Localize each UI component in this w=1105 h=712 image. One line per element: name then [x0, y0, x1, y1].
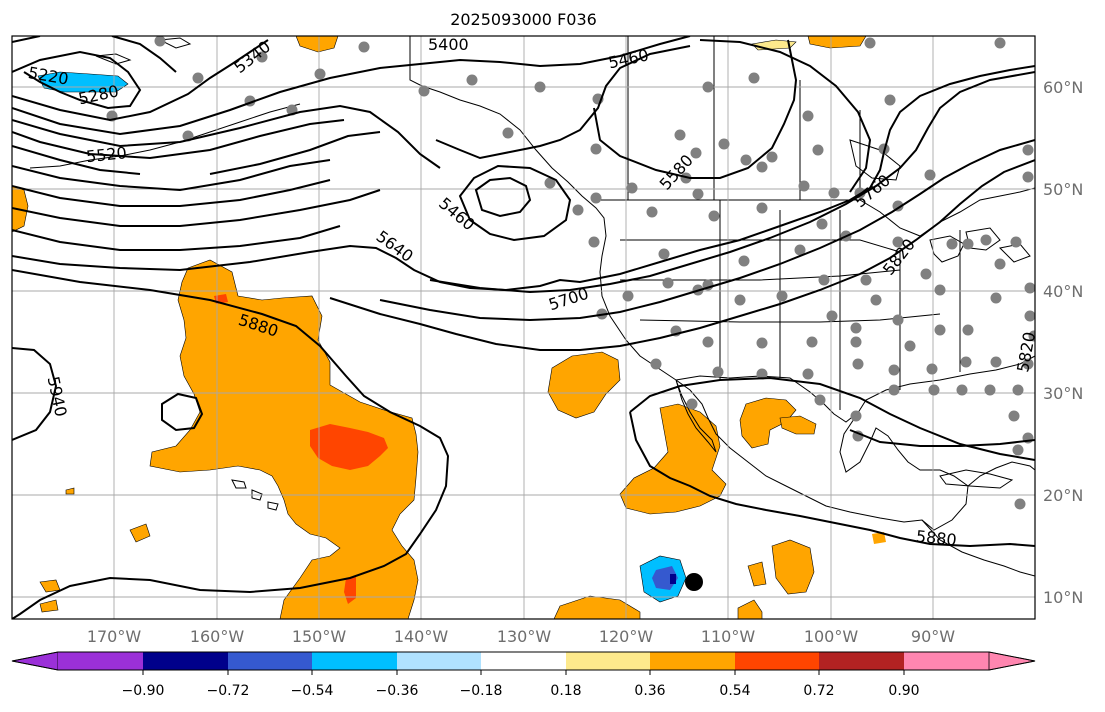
fill-region-west-small-3 — [39, 599, 59, 613]
fill-region-north-2 — [807, 36, 867, 49]
lon-tick-label: 90°W — [911, 627, 955, 646]
colorbar-tick-label: −0.90 — [122, 683, 165, 699]
colorbar-tick-label: 0.90 — [888, 683, 919, 699]
plot-title: 2025093000 F036 — [450, 10, 597, 29]
height-contours — [12, 36, 1035, 619]
colorbar-tick-label: 0.72 — [803, 683, 834, 699]
lat-tick-label: 10°N — [1043, 588, 1083, 607]
fill-region-south-3 — [553, 595, 641, 619]
colorbar-segment — [904, 652, 989, 670]
fill-region-west-small-4 — [65, 487, 75, 495]
gridlines — [12, 36, 1035, 619]
station-dots — [106, 36, 1035, 510]
lon-tick-label: 160°W — [190, 627, 245, 646]
fill-region-caribbean — [872, 532, 886, 544]
lon-tick-label: 140°W — [394, 627, 449, 646]
lon-tick-label: 110°W — [701, 627, 756, 646]
colorbar-segment — [735, 652, 819, 670]
colorbar-segment — [143, 652, 228, 670]
fill-region-eastern-pacific — [547, 351, 621, 419]
fill-region-south-2 — [747, 561, 767, 587]
fill-region-mexico-2 — [779, 415, 817, 435]
fill-region-north-1 — [295, 36, 339, 53]
map-area — [12, 36, 1035, 619]
lon-tick-labels: 170°W 160°W 150°W 140°W 130°W 120°W 110°… — [87, 627, 955, 646]
colorbar-segment — [228, 652, 312, 670]
colorbar-extend-right — [988, 651, 1036, 671]
lon-tick-label: 170°W — [87, 627, 142, 646]
lat-tick-labels: 60°N 50°N 40°N 30°N 20°N 10°N — [1043, 78, 1083, 607]
colorbar: −0.90 −0.72 −0.54 −0.36 −0.18 0.18 0.36 … — [11, 651, 1036, 699]
colorbar-segment — [819, 652, 904, 670]
contour-label: 5520 — [85, 143, 127, 166]
fill-region-red-core — [310, 424, 388, 470]
colorbar-tick-label: −0.18 — [460, 683, 503, 699]
lat-tick-label: 60°N — [1043, 78, 1083, 97]
fill-region-west-small — [129, 523, 151, 543]
colorbar-segment — [481, 652, 566, 670]
colorbar-tick-label: 0.54 — [719, 683, 750, 699]
fill-region-negative-storm-center — [670, 574, 676, 584]
contour-label: 5400 — [428, 35, 469, 54]
colorbar-segment — [650, 652, 735, 670]
colorbar-extend-left — [11, 651, 59, 671]
lon-tick-label: 120°W — [599, 627, 654, 646]
colorbar-segment — [397, 652, 481, 670]
colorbar-segment — [312, 652, 397, 670]
colorbar-tick-label: 0.18 — [550, 683, 581, 699]
contour-label: 5880 — [915, 527, 957, 550]
lat-tick-label: 50°N — [1043, 180, 1083, 199]
lat-tick-label: 20°N — [1043, 486, 1083, 505]
colorbar-segment — [58, 652, 143, 670]
lon-tick-label: 100°W — [804, 627, 859, 646]
lat-tick-label: 30°N — [1043, 384, 1083, 403]
colorbar-tick-label: 0.36 — [634, 683, 665, 699]
lon-tick-label: 130°W — [497, 627, 552, 646]
fill-region-mexico — [739, 397, 797, 449]
lon-tick-label: 150°W — [292, 627, 347, 646]
colorbar-tick-label: −0.36 — [376, 683, 419, 699]
storm-marker — [685, 573, 703, 591]
map-frame — [11, 35, 1036, 620]
fill-region-south-1 — [771, 539, 815, 595]
lat-tick-label: 40°N — [1043, 282, 1083, 301]
colorbar-tick-label: −0.72 — [207, 683, 250, 699]
colorbar-tick-label: −0.54 — [291, 683, 334, 699]
fill-region-south-4 — [737, 599, 763, 619]
colorbar-segment — [566, 652, 650, 670]
colorbar-outline — [11, 651, 1036, 671]
